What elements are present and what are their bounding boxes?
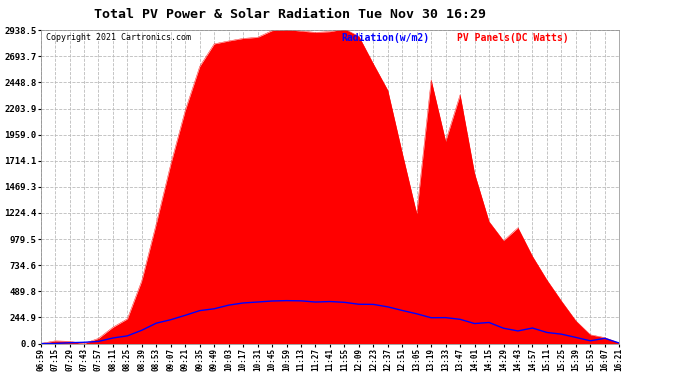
Text: Copyright 2021 Cartronics.com: Copyright 2021 Cartronics.com bbox=[46, 33, 191, 42]
Text: Total PV Power & Solar Radiation Tue Nov 30 16:29: Total PV Power & Solar Radiation Tue Nov… bbox=[94, 8, 486, 21]
Text: Radiation(w/m2): Radiation(w/m2) bbox=[342, 33, 430, 44]
Text: PV Panels(DC Watts): PV Panels(DC Watts) bbox=[457, 33, 569, 43]
